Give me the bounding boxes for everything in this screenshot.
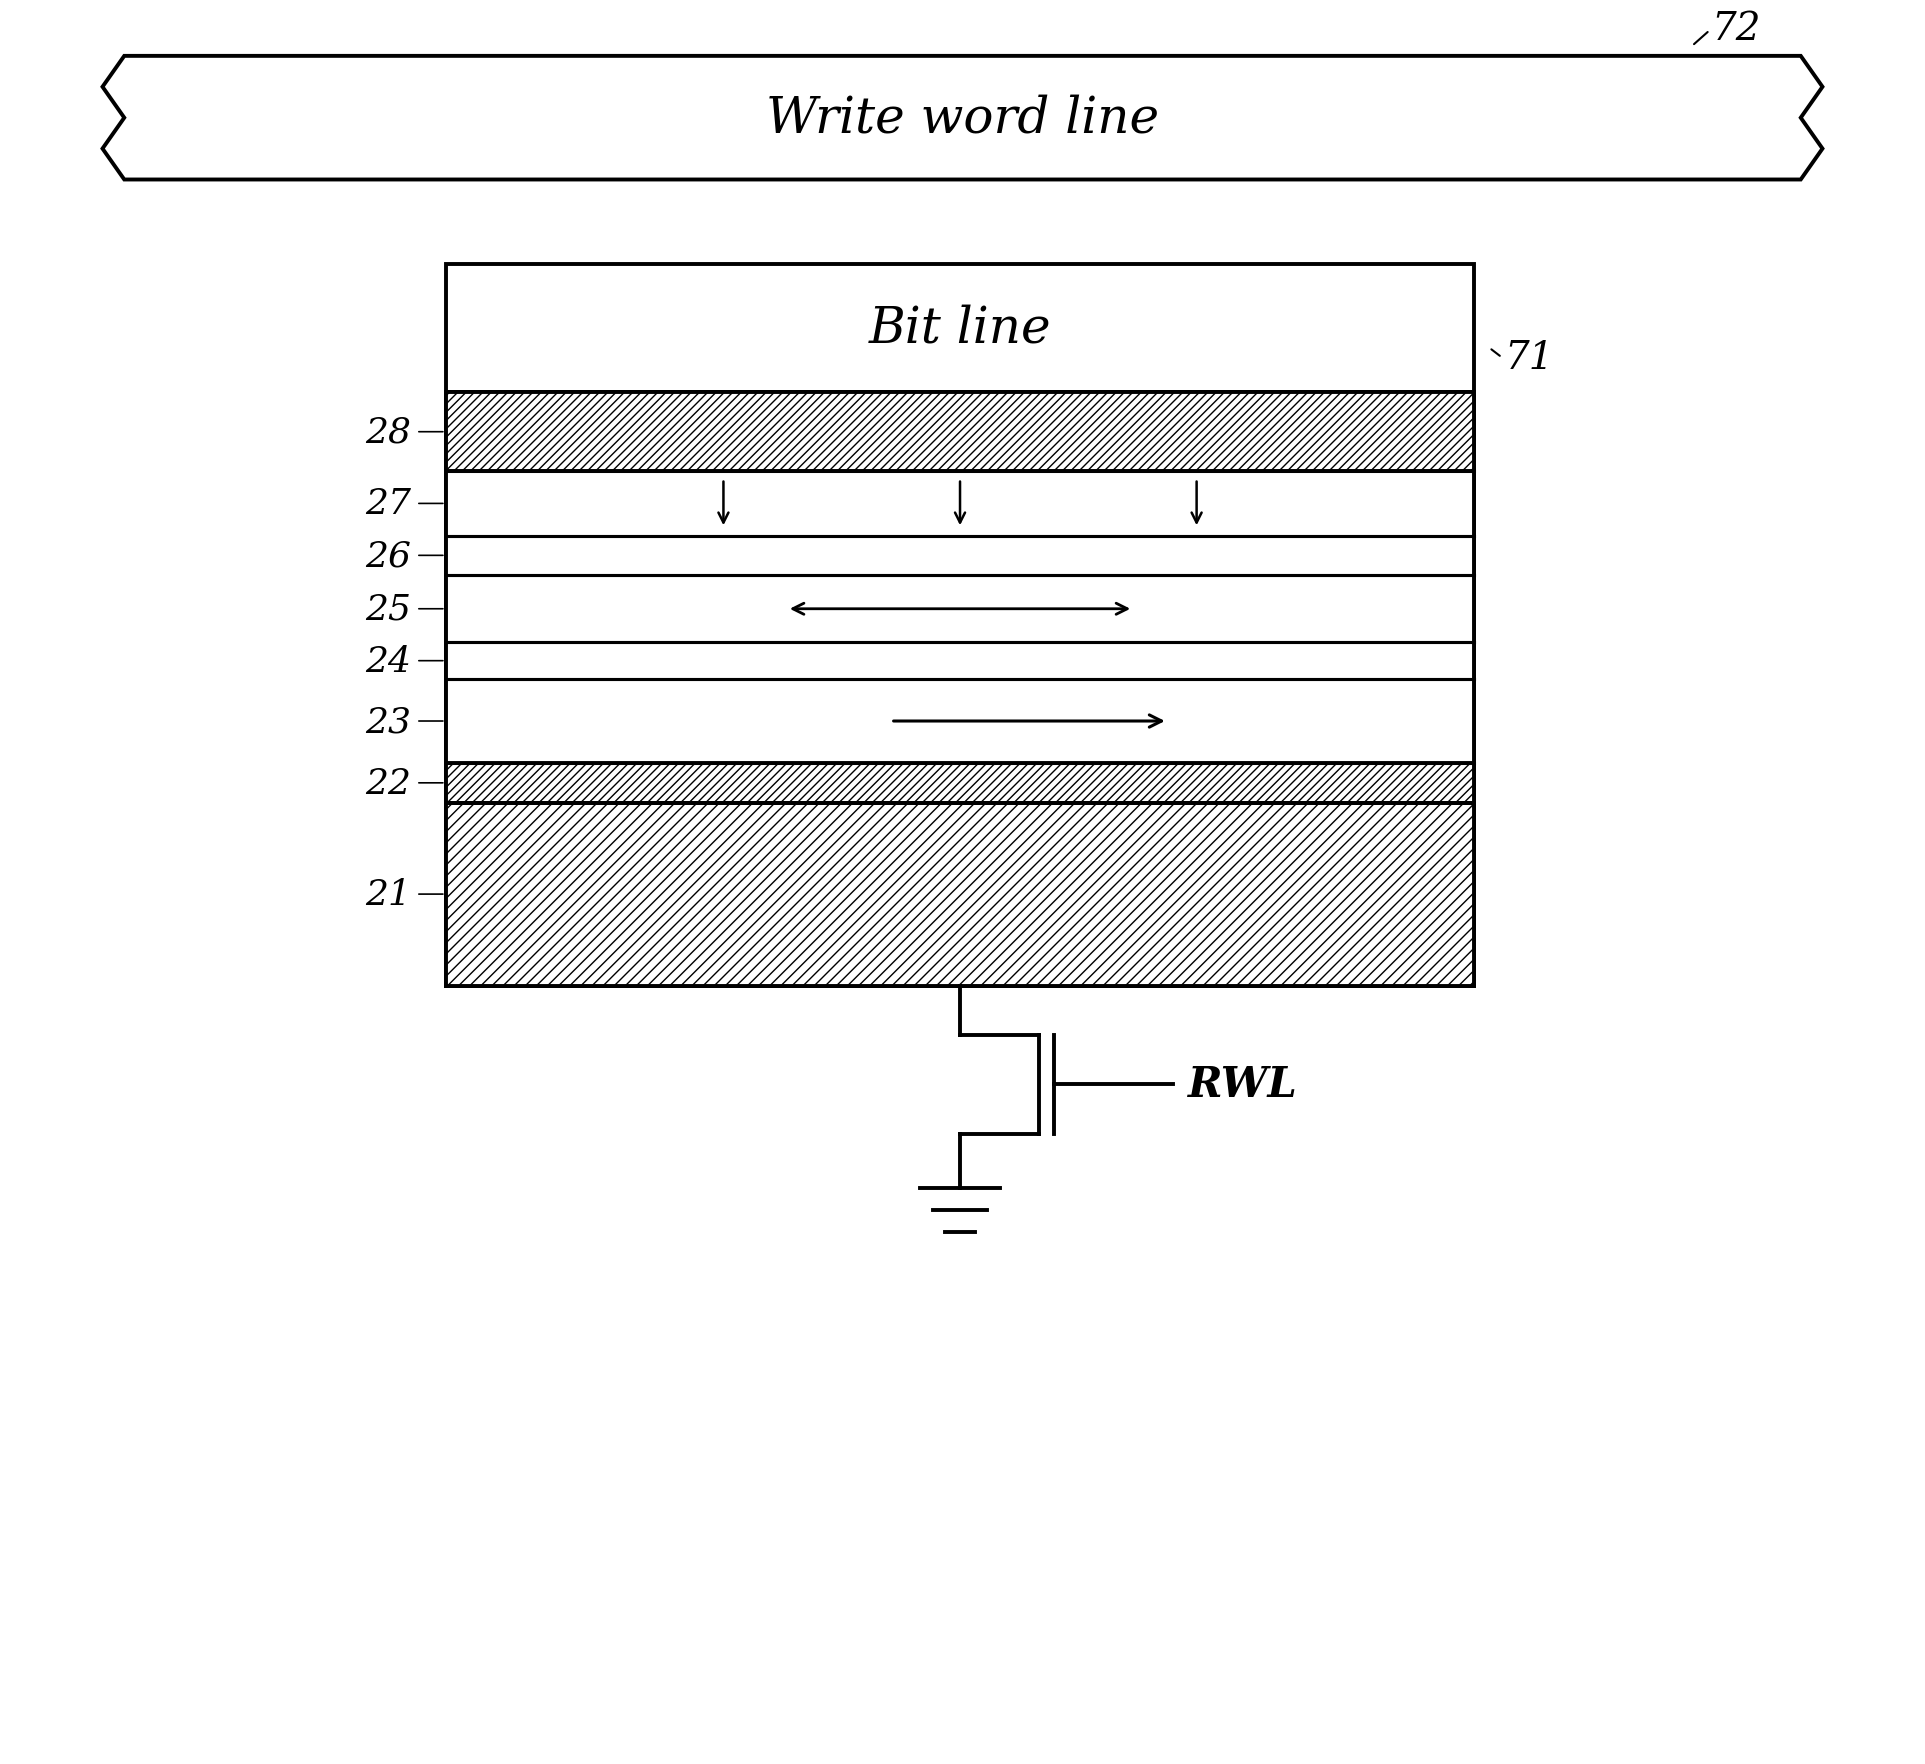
Bar xyxy=(447,575,1475,644)
Bar xyxy=(447,393,1475,986)
Bar xyxy=(447,393,1475,473)
Bar xyxy=(447,679,1475,764)
Text: RWL: RWL xyxy=(1188,1064,1297,1106)
Text: 26: 26 xyxy=(366,540,412,573)
Bar xyxy=(447,473,1475,536)
Text: 27: 27 xyxy=(366,487,412,520)
Text: Write word line: Write word line xyxy=(766,93,1159,143)
Text: Bit line: Bit line xyxy=(868,303,1051,353)
Text: 25: 25 xyxy=(366,593,412,626)
Bar xyxy=(447,536,1475,575)
Text: 22: 22 xyxy=(366,766,412,801)
Bar xyxy=(447,265,1475,393)
Bar xyxy=(447,803,1475,986)
Text: 71: 71 xyxy=(1503,340,1553,377)
Text: 72: 72 xyxy=(1711,11,1761,48)
Text: 28: 28 xyxy=(366,416,412,450)
Bar xyxy=(447,644,1475,679)
Text: 23: 23 xyxy=(366,704,412,739)
Text: 24: 24 xyxy=(366,644,412,679)
Polygon shape xyxy=(102,56,1823,180)
Bar xyxy=(447,764,1475,803)
Text: 21: 21 xyxy=(366,878,412,912)
